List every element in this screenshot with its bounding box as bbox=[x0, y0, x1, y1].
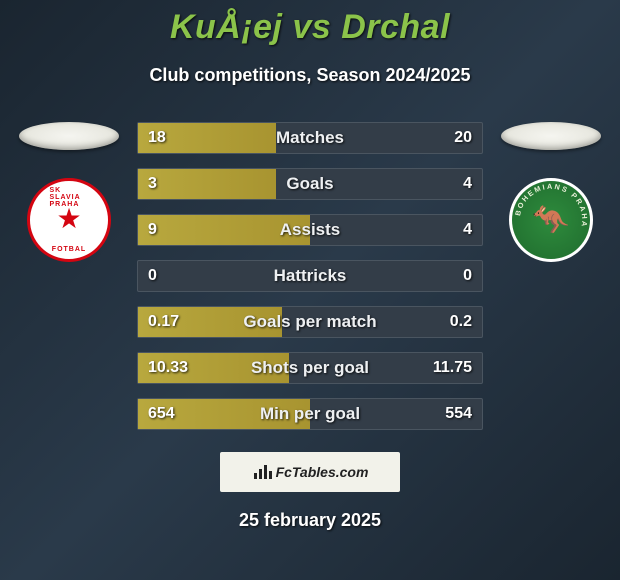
stat-label: Goals per match bbox=[243, 312, 376, 332]
crest-left-bottom-text: FOTBAL bbox=[52, 246, 86, 253]
stat-row: 654 Min per goal 554 bbox=[137, 398, 483, 430]
stat-value-right: 11.75 bbox=[433, 359, 472, 377]
bar-chart-icon bbox=[252, 463, 274, 481]
stat-value-right: 0.2 bbox=[450, 313, 472, 331]
stat-row: 10.33 Shots per goal 11.75 bbox=[137, 352, 483, 384]
comparison-panel: SK SLAVIA PRAHA ★ FOTBAL 18 Matches 20 3 Goa… bbox=[0, 122, 620, 430]
left-side: SK SLAVIA PRAHA ★ FOTBAL bbox=[19, 122, 119, 262]
star-icon: ★ bbox=[56, 202, 81, 235]
stat-label: Matches bbox=[276, 128, 344, 148]
stat-row: 3 Goals 4 bbox=[137, 168, 483, 200]
stat-value-left: 18 bbox=[148, 129, 166, 147]
stat-label: Min per goal bbox=[260, 404, 360, 424]
crest-left-inner: SK SLAVIA PRAHA ★ FOTBAL bbox=[30, 181, 108, 259]
stat-value-right: 554 bbox=[445, 405, 472, 423]
footer-date: 25 february 2025 bbox=[0, 510, 620, 531]
stat-label: Assists bbox=[280, 220, 340, 240]
stat-value-right: 0 bbox=[463, 267, 472, 285]
stat-value-left: 9 bbox=[148, 221, 157, 239]
stat-value-right: 4 bbox=[463, 175, 472, 193]
stat-value-left: 3 bbox=[148, 175, 157, 193]
stat-label: Shots per goal bbox=[251, 358, 369, 378]
player-photo-placeholder-left bbox=[19, 122, 119, 150]
stat-label: Goals bbox=[286, 174, 333, 194]
stat-value-right: 20 bbox=[454, 129, 472, 147]
brand-text: FcTables.com bbox=[276, 464, 369, 480]
stat-value-right: 4 bbox=[463, 221, 472, 239]
stat-value-left: 10.33 bbox=[148, 359, 188, 377]
team-crest-left: SK SLAVIA PRAHA ★ FOTBAL bbox=[27, 178, 111, 262]
player-photo-placeholder-right bbox=[501, 122, 601, 150]
stat-value-left: 0.17 bbox=[148, 313, 179, 331]
brand-badge[interactable]: FcTables.com bbox=[220, 452, 400, 492]
stat-value-left: 654 bbox=[148, 405, 175, 423]
right-side: BOHEMIANS PRAHA 🦘 bbox=[501, 122, 601, 262]
stat-row: 0 Hattricks 0 bbox=[137, 260, 483, 292]
stat-row: 18 Matches 20 bbox=[137, 122, 483, 154]
subtitle: Club competitions, Season 2024/2025 bbox=[0, 65, 620, 86]
team-crest-right: BOHEMIANS PRAHA 🦘 bbox=[509, 178, 593, 262]
stat-bars: 18 Matches 20 3 Goals 4 9 Assists 4 0 Hattricks 0 0.… bbox=[137, 122, 483, 430]
stat-row: 9 Assists 4 bbox=[137, 214, 483, 246]
stat-row: 0.17 Goals per match 0.2 bbox=[137, 306, 483, 338]
stat-label: Hattricks bbox=[274, 266, 347, 286]
page-title: KuÅ¡ej vs Drchal bbox=[0, 0, 620, 47]
kangaroo-icon: 🦘 bbox=[532, 203, 569, 238]
stat-fill-left bbox=[138, 169, 276, 199]
stat-value-left: 0 bbox=[148, 267, 157, 285]
